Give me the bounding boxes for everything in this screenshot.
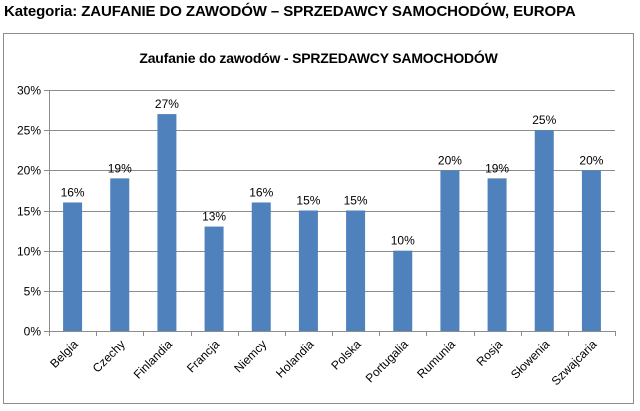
x-category-label: Finlandia bbox=[131, 337, 176, 382]
bar bbox=[440, 170, 460, 331]
x-category-label: Holandia bbox=[273, 337, 317, 381]
data-label: 27% bbox=[155, 97, 179, 111]
data-label: 20% bbox=[438, 153, 462, 167]
x-category-label: Słowenia bbox=[508, 337, 553, 382]
bar bbox=[157, 114, 177, 331]
x-category-label: Belgia bbox=[47, 337, 81, 371]
x-category-label: Francja bbox=[184, 337, 222, 375]
data-label: 16% bbox=[61, 185, 85, 199]
chart-frame: Zaufanie do zawodów - SPRZEDAWCY SAMOCHO… bbox=[3, 33, 634, 404]
y-tick-label: 5% bbox=[24, 285, 42, 299]
x-category-label: Polska bbox=[328, 337, 364, 373]
data-label: 15% bbox=[296, 194, 320, 208]
x-category-label: Niemcy bbox=[231, 337, 269, 375]
bar bbox=[110, 178, 130, 331]
bar-chart: 0% 5% 10% 15% 20% 25% 30% 16% Belgia 19% Czechy 27%… bbox=[17, 84, 616, 388]
y-tick-label: 10% bbox=[17, 245, 41, 259]
bar bbox=[487, 178, 507, 331]
y-tick-label: 30% bbox=[17, 84, 41, 98]
data-label: 19% bbox=[108, 161, 132, 175]
x-category-label: Portugalia bbox=[363, 337, 411, 385]
bar bbox=[298, 210, 318, 331]
x-category-label: Szwajcaria bbox=[549, 337, 600, 388]
data-label: 16% bbox=[249, 185, 273, 199]
bar bbox=[393, 250, 413, 331]
x-category-label: Czechy bbox=[90, 337, 128, 375]
bar bbox=[204, 226, 224, 331]
data-label: 19% bbox=[485, 161, 509, 175]
y-tick-label: 15% bbox=[17, 205, 41, 219]
y-tick-label: 25% bbox=[17, 124, 41, 138]
x-category-label: Rumunia bbox=[414, 337, 458, 381]
x-category-label: Rosja bbox=[474, 337, 506, 369]
bar bbox=[63, 202, 83, 331]
y-tick-label: 0% bbox=[24, 325, 42, 339]
y-tick-label: 20% bbox=[17, 164, 41, 178]
data-label: 25% bbox=[532, 113, 556, 127]
data-label: 13% bbox=[202, 210, 226, 224]
bar bbox=[534, 130, 554, 331]
bar bbox=[346, 210, 366, 331]
data-label: 15% bbox=[344, 194, 368, 208]
bar bbox=[251, 202, 271, 331]
page-heading: Kategoria: ZAUFANIE DO ZAWODÓW – SPRZEDA… bbox=[4, 3, 576, 20]
data-label: 20% bbox=[579, 153, 603, 167]
bar bbox=[581, 170, 601, 331]
chart-title: Zaufanie do zawodów - SPRZEDAWCY SAMOCHO… bbox=[139, 50, 498, 66]
data-label: 10% bbox=[391, 234, 415, 248]
